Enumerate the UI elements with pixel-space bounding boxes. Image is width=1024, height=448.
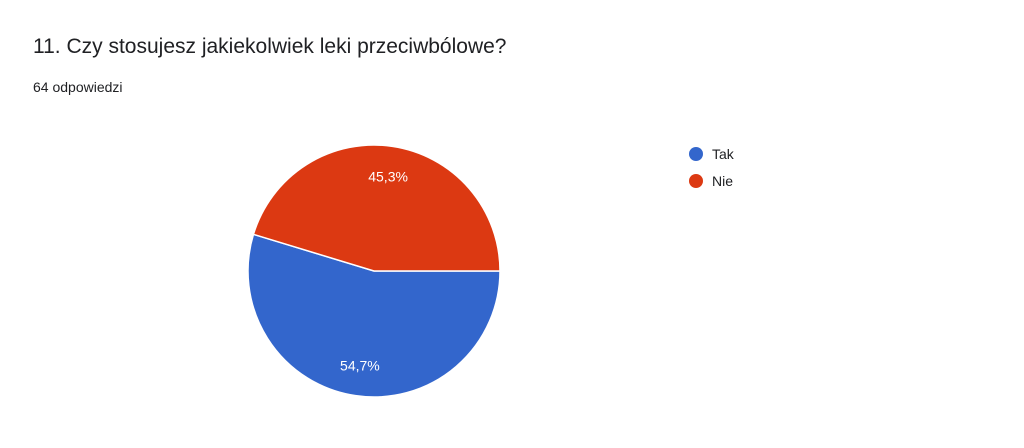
pie-labels: 54,7% 45,3% [340, 168, 408, 373]
legend-label-tak: Tak [712, 146, 735, 162]
legend-item-nie[interactable]: Nie [689, 173, 733, 189]
pie-slices [247, 144, 501, 398]
response-count: 64 odpowiedzi [33, 79, 123, 95]
legend-swatch-tak [689, 147, 703, 161]
pie-slice-label-tak: 54,7% [340, 358, 380, 374]
pie-slice-nie[interactable] [252, 144, 501, 272]
legend-item-tak[interactable]: Tak [689, 146, 735, 162]
legend: Tak Nie [689, 146, 735, 189]
question-title: 11. Czy stosujesz jakiekolwiek leki prze… [33, 35, 507, 58]
pie-slice-tak[interactable] [247, 233, 501, 398]
pie-slice-label-nie: 45,3% [368, 168, 408, 184]
legend-swatch-nie [689, 174, 703, 188]
legend-label-nie: Nie [712, 173, 733, 189]
copy-chart-button[interactable] [850, 22, 1000, 70]
